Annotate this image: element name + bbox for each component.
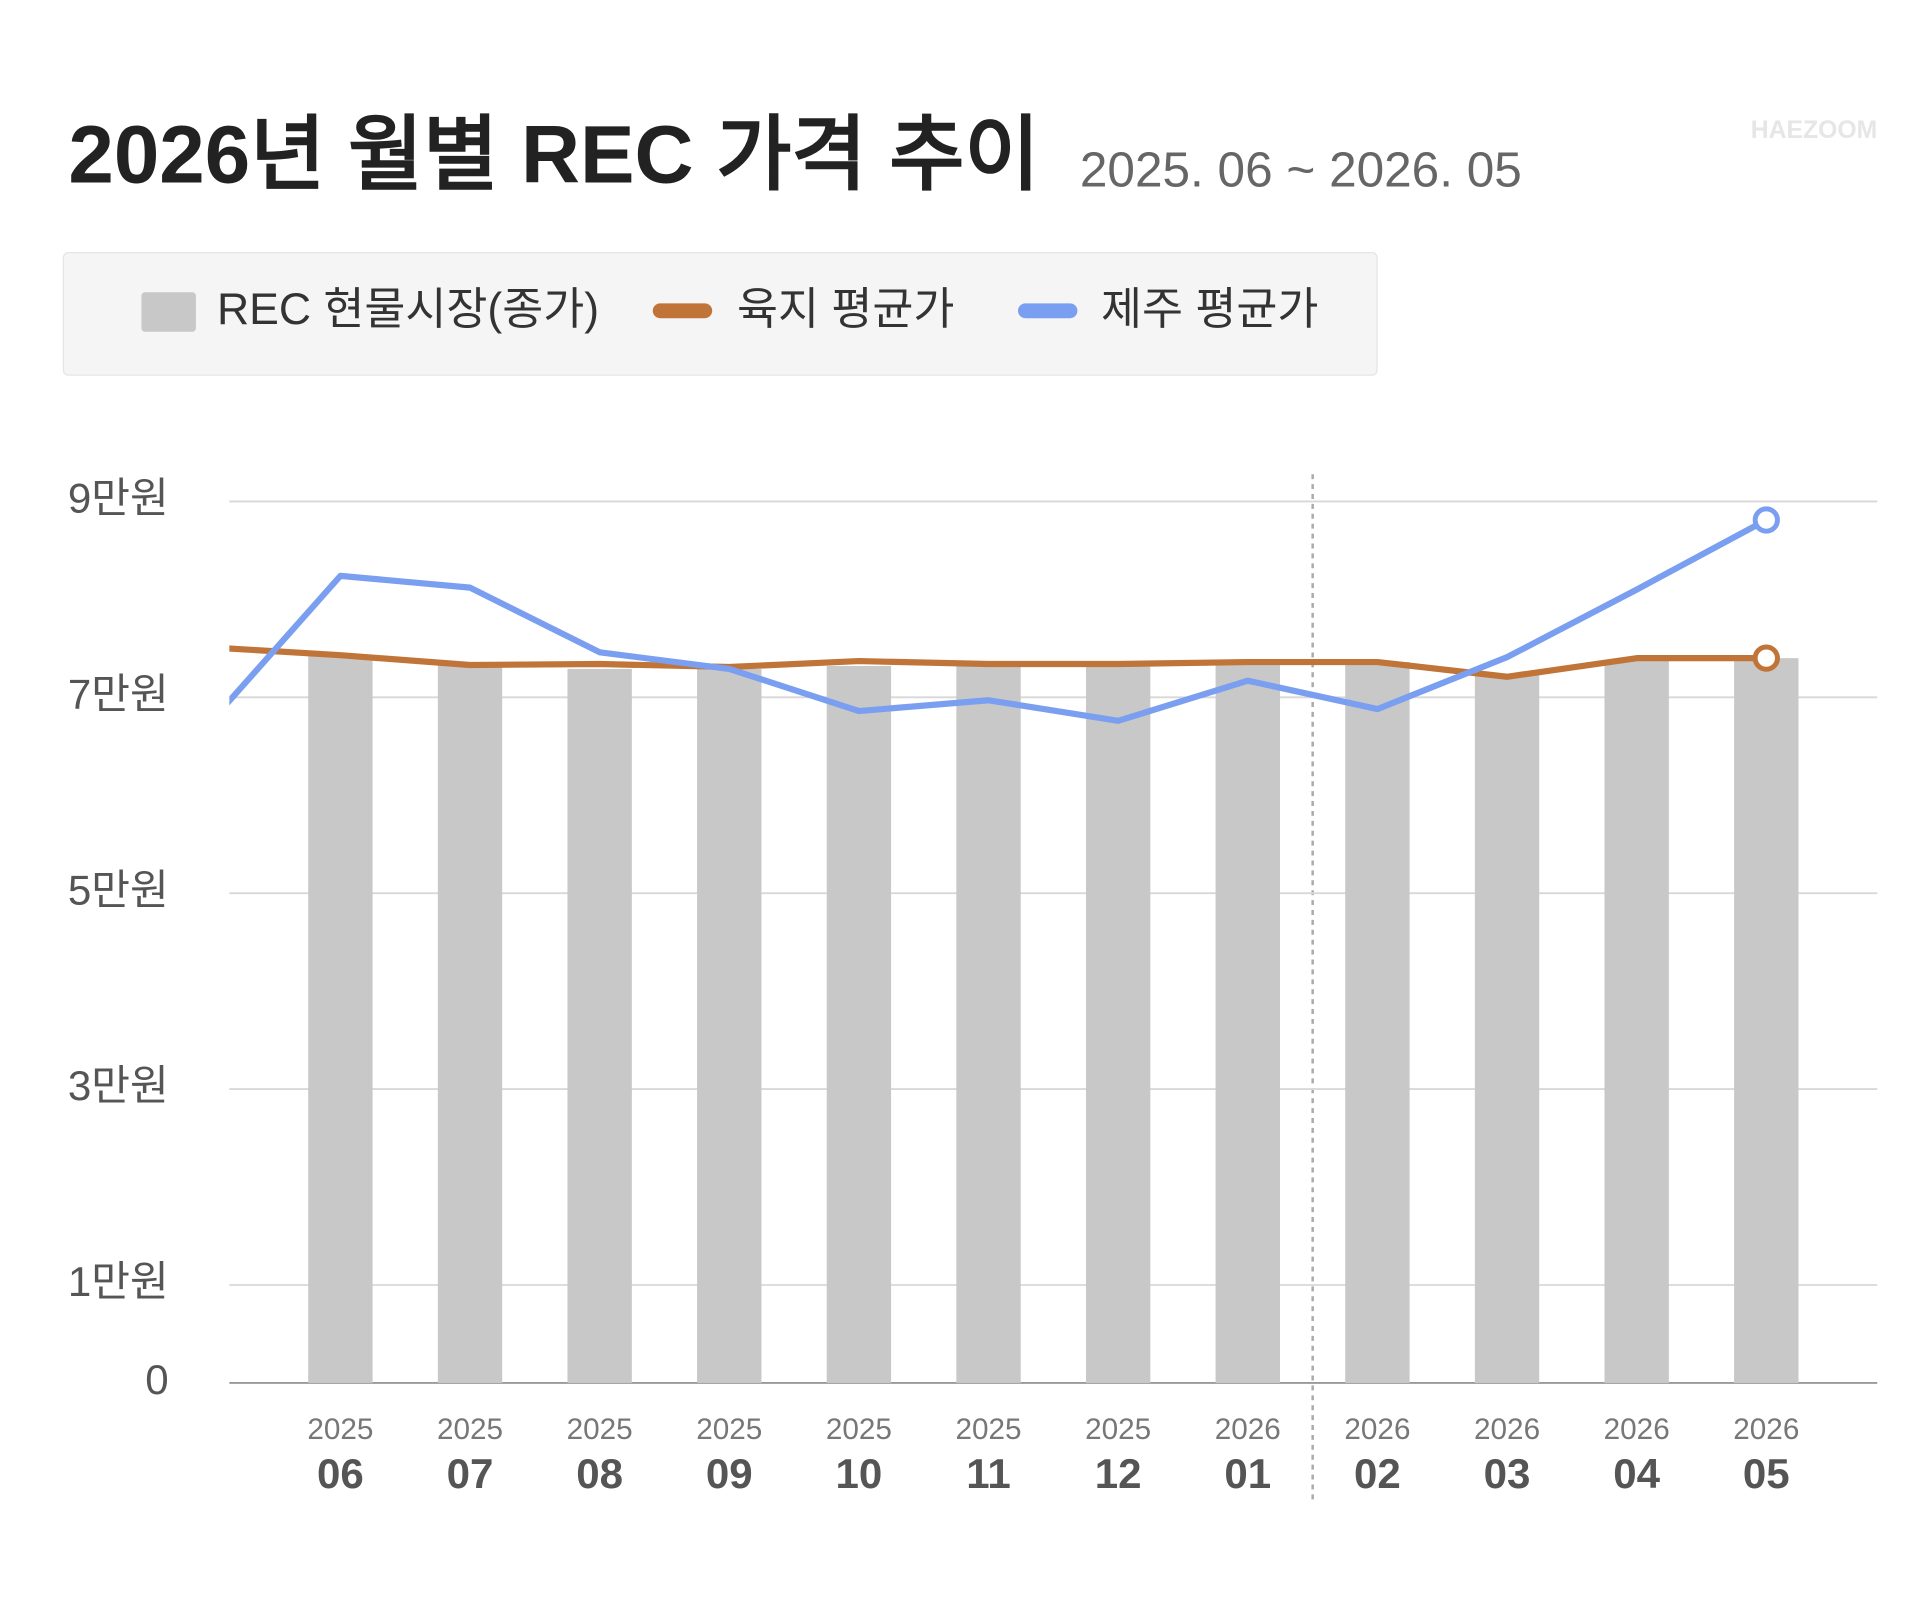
x-tick-month: 05 (1743, 1450, 1790, 1497)
y-tick-label: 9만원 (68, 475, 169, 522)
x-tick-month: 09 (706, 1450, 753, 1497)
x-tick-year: 2025 (955, 1413, 1021, 1446)
bar (956, 665, 1021, 1383)
x-tick-month: 10 (835, 1450, 882, 1497)
x-tick-month: 06 (317, 1450, 364, 1497)
line (229, 645, 1767, 680)
bar (308, 656, 373, 1383)
y-tick-label: 0 (145, 1356, 168, 1403)
x-tick-month: 11 (966, 1450, 1010, 1497)
legend-label: REC 현물시장(종가) (217, 285, 599, 334)
x-tick-year: 2025 (826, 1413, 892, 1446)
x-tick-year: 2025 (1085, 1413, 1151, 1446)
watermark: HAEZOOM (1751, 117, 1878, 144)
x-tick-year: 2026 (1604, 1413, 1670, 1446)
y-tick-label: 5만원 (68, 866, 169, 913)
legend-label: 육지 평균가 (737, 285, 954, 334)
x-tick-month: 07 (447, 1450, 494, 1497)
bar (826, 665, 892, 1383)
bar (1215, 663, 1280, 1383)
y-tick-label: 7만원 (68, 670, 169, 717)
bar (1474, 674, 1540, 1383)
bar (437, 662, 503, 1383)
legend-label: 제주 평균가 (1101, 285, 1318, 334)
bar (1734, 658, 1799, 1383)
x-tick-year: 2025 (307, 1413, 373, 1446)
x-tick-month: 12 (1095, 1450, 1142, 1497)
end-marker (1752, 644, 1780, 672)
x-tick-year: 2025 (567, 1413, 633, 1446)
y-tick-label: 1만원 (68, 1258, 169, 1305)
x-tick-year: 2025 (437, 1413, 503, 1446)
y-tick-label: 3만원 (68, 1062, 169, 1109)
legend-swatch (141, 292, 196, 332)
x-tick-month: 04 (1613, 1450, 1660, 1497)
x-tick-year: 2026 (1215, 1413, 1281, 1446)
chart-title: 2026년 월별 REC 가격 추이 (68, 110, 1039, 201)
x-tick-year: 2026 (1474, 1413, 1540, 1446)
x-tick-month: 03 (1484, 1450, 1531, 1497)
x-tick-month: 02 (1354, 1450, 1401, 1497)
bar (567, 668, 632, 1383)
end-marker (1752, 506, 1780, 534)
x-tick-month: 01 (1224, 1450, 1271, 1497)
line (229, 517, 1768, 724)
x-tick-year: 2026 (1344, 1413, 1410, 1446)
x-tick-year: 2025 (696, 1413, 762, 1446)
bar (1085, 665, 1151, 1383)
bar (697, 668, 762, 1383)
x-tick-year: 2026 (1733, 1413, 1799, 1446)
chart-subtitle: 2025. 06 ~ 2026. 05 (1080, 142, 1522, 197)
legend (62, 251, 1378, 376)
x-tick-month: 08 (576, 1450, 623, 1497)
lines (229, 517, 1768, 724)
bar (1604, 660, 1669, 1383)
bar (1345, 662, 1410, 1383)
